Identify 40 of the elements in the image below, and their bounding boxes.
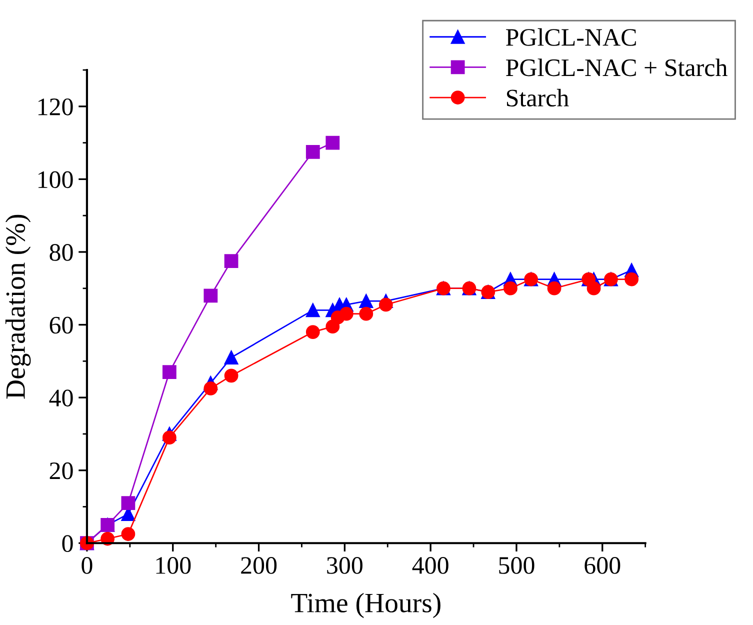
legend-label: PGlCL-NAC <box>506 28 636 46</box>
point <box>359 294 374 308</box>
point <box>224 368 238 383</box>
y-tick-label: 100 <box>38 171 73 188</box>
x-tick-label: 100 <box>156 557 191 574</box>
point <box>547 281 562 296</box>
legend-label: Starch <box>506 88 569 107</box>
x-tick-label: 400 <box>412 557 448 574</box>
y-axis-title: Degradation (%) <box>5 214 31 399</box>
point <box>624 272 639 286</box>
point <box>326 136 340 150</box>
point <box>586 281 601 296</box>
point <box>306 303 320 318</box>
y-tick-label: 120 <box>38 98 73 116</box>
point <box>359 306 374 321</box>
point <box>224 254 238 268</box>
point <box>162 430 176 445</box>
point <box>121 527 136 541</box>
x-tick-label: 0 <box>82 557 92 574</box>
x-tick-label: 500 <box>499 557 534 574</box>
y-tick-label: 40 <box>49 390 73 406</box>
x-tick-label: 300 <box>327 557 362 574</box>
point <box>306 144 320 159</box>
point <box>306 325 320 339</box>
point <box>204 288 218 303</box>
point <box>121 496 136 510</box>
y-tick-label: 60 <box>50 316 73 334</box>
point <box>339 306 354 321</box>
legend-label: PGlCL-NAC + Starch <box>506 58 728 76</box>
point <box>504 281 518 296</box>
y-tick-label: 80 <box>50 244 73 261</box>
point <box>162 365 176 380</box>
point <box>378 298 393 312</box>
point <box>224 350 238 364</box>
x-tick-label: 200 <box>241 557 277 574</box>
x-tick-label: 600 <box>584 557 620 574</box>
y-tick-label: 0 <box>62 535 73 552</box>
point <box>204 382 218 396</box>
x-axis-title: Time (Hours) <box>291 592 440 618</box>
y-tick-label: 20 <box>50 462 73 480</box>
